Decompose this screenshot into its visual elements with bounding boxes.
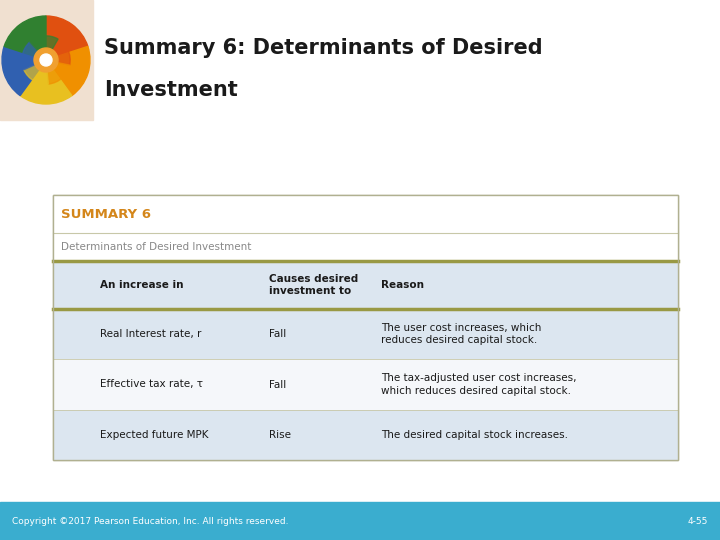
Wedge shape bbox=[4, 16, 46, 60]
Bar bbox=[53, 309, 678, 359]
Text: The desired capital stock increases.: The desired capital stock increases. bbox=[381, 430, 568, 440]
Text: SUMMARY 6: SUMMARY 6 bbox=[61, 207, 151, 220]
Bar bbox=[0, 502, 720, 540]
Wedge shape bbox=[46, 46, 90, 96]
Text: The user cost increases, which
reduces desired capital stock.: The user cost increases, which reduces d… bbox=[381, 323, 541, 346]
Text: Summary 6: Determinants of Desired: Summary 6: Determinants of Desired bbox=[104, 38, 543, 58]
Text: Determinants of Desired Investment: Determinants of Desired Investment bbox=[61, 242, 251, 252]
Text: Copyright ©2017 Pearson Education, Inc. All rights reserved.: Copyright ©2017 Pearson Education, Inc. … bbox=[12, 516, 289, 525]
Text: Causes desired
investment to: Causes desired investment to bbox=[269, 274, 358, 296]
Bar bbox=[53, 261, 678, 309]
Wedge shape bbox=[20, 60, 72, 104]
Bar bbox=[53, 410, 678, 460]
Text: Expected future MPK: Expected future MPK bbox=[100, 430, 208, 440]
Wedge shape bbox=[46, 16, 88, 60]
Bar bbox=[0, 0, 93, 120]
Text: Fall: Fall bbox=[269, 329, 286, 339]
Text: 4-55: 4-55 bbox=[688, 516, 708, 525]
Wedge shape bbox=[46, 60, 70, 84]
Wedge shape bbox=[2, 46, 46, 96]
Bar bbox=[53, 359, 678, 410]
Wedge shape bbox=[30, 36, 58, 60]
Wedge shape bbox=[46, 39, 70, 65]
Text: Reason: Reason bbox=[381, 280, 424, 290]
Circle shape bbox=[40, 54, 52, 66]
Bar bbox=[53, 195, 678, 460]
Bar bbox=[53, 195, 678, 233]
Text: Real Interest rate, r: Real Interest rate, r bbox=[100, 329, 202, 339]
Text: Effective tax rate, τ: Effective tax rate, τ bbox=[100, 380, 203, 389]
Text: Rise: Rise bbox=[269, 430, 291, 440]
Bar bbox=[53, 233, 678, 261]
Text: An increase in: An increase in bbox=[100, 280, 184, 290]
Text: Fall: Fall bbox=[269, 380, 286, 389]
Bar bbox=[53, 195, 678, 460]
Circle shape bbox=[34, 48, 58, 72]
Text: The tax-adjusted user cost increases,
which reduces desired capital stock.: The tax-adjusted user cost increases, wh… bbox=[381, 373, 577, 396]
Text: Investment: Investment bbox=[104, 80, 238, 100]
Wedge shape bbox=[22, 42, 46, 70]
Wedge shape bbox=[24, 60, 48, 84]
